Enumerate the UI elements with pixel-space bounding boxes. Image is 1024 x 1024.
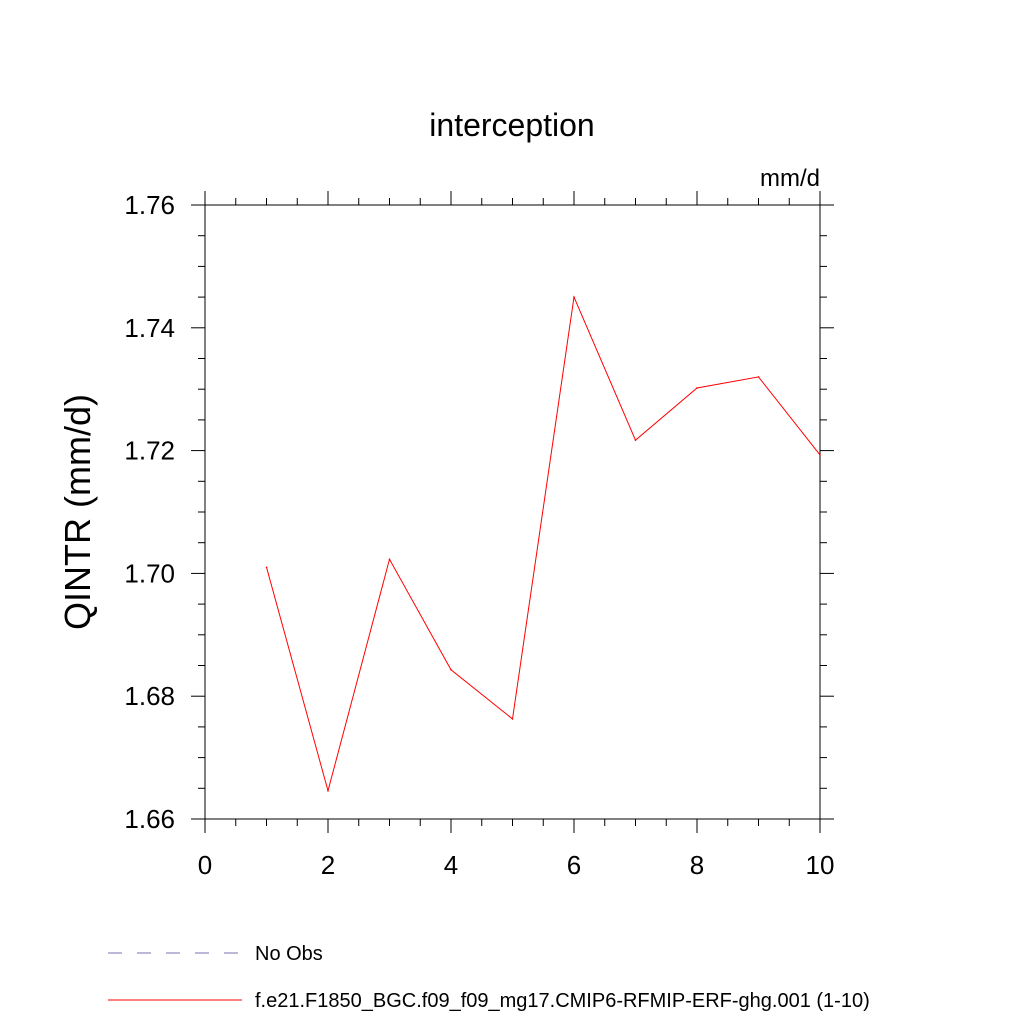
legend: No Obs f.e21.F1850_BGC.f09_f09_mg17.CMIP6… [108,943,870,1012]
plot-area [265,295,821,793]
x-tick-label: 6 [567,850,581,880]
x-tick-label: 10 [806,850,835,880]
y-axis-label: QINTR (mm/d) [57,394,98,630]
data-point [634,439,637,441]
x-tick-label: 4 [444,850,458,880]
y-tick-label: 1.74 [124,313,175,343]
y-tick-label: 1.72 [124,436,175,466]
y-tick-label: 1.68 [124,681,175,711]
data-point [757,376,760,378]
x-tick-label: 2 [321,850,335,880]
series-line [266,295,821,793]
x-tick-label: 8 [690,850,704,880]
units-label: mm/d [760,165,820,192]
data-point [696,387,698,389]
data-point [573,296,575,298]
y-tick-label: 1.70 [124,558,175,588]
x-tick-label: 0 [198,850,212,880]
legend-label: No Obs [255,943,323,965]
data-point [265,566,268,569]
data-point [450,668,452,671]
data-point [327,789,329,792]
data-point [388,558,391,561]
data-point [819,454,821,456]
plot-frame [204,204,821,820]
chart-title: interception [429,107,594,143]
y-tick-label: 1.76 [124,190,175,220]
legend-label: f.e21.F1850_BGC.f09_f09_mg17.CMIP6-RFMIP… [255,990,870,1012]
axes: 0 2 4 6 8 10 1.66 1.68 1.70 1.72 1.74 1.76 [124,190,834,880]
data-point [511,718,514,720]
y-tick-label: 1.66 [124,804,175,834]
